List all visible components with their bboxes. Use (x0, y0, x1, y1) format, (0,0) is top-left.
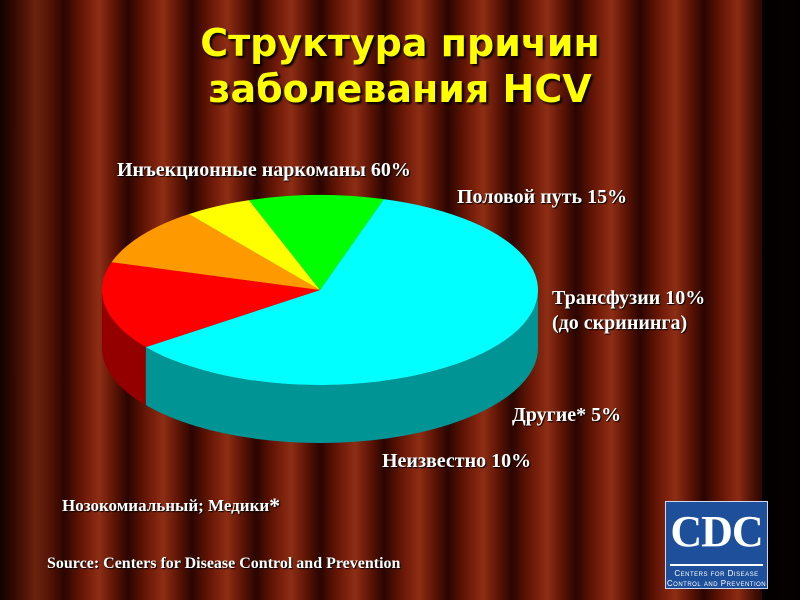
footnote-text: Нозокомиальный; Медики (62, 496, 270, 515)
footnote-star: * (269, 493, 281, 518)
pie-side-injection (145, 290, 538, 444)
slice-label-transfusion: Трансфузии 10% (552, 287, 706, 309)
source-note: Source: Centers for Disease Control and … (47, 555, 401, 572)
slice-label-transfusion-note: (до скрининга) (552, 312, 688, 334)
pie-side-sexual (102, 290, 146, 406)
pie-slice-other (188, 200, 320, 290)
pie-slice-transfusion (111, 214, 320, 290)
slice-label-unknown: Неизвестно 10% (382, 450, 532, 472)
pie-slice-unknown (249, 194, 384, 290)
title-line-1: Структура причин (200, 21, 600, 65)
cdc-logo-line1: Centers for Disease (674, 569, 759, 578)
title-line-2: заболевания HCV (208, 67, 592, 111)
cdc-logo-rule (670, 564, 763, 566)
cdc-logo-line2: Control and Prevention (666, 579, 767, 588)
footnote: Нозокомиальный; Медики* (62, 495, 280, 517)
pie-slice-injection (145, 199, 538, 385)
pie-slice-sexual (101, 262, 320, 348)
slice-label-other: Другие* 5% (512, 404, 622, 426)
cdc-logo: CDC Centers for Disease Control and Prev… (665, 501, 768, 589)
slice-label-sexual: Половой путь 15% (457, 186, 628, 208)
slice-label-injection: Инъекционные наркоманы 60% (117, 159, 411, 181)
slide-title: Структура причин заболевания HCV (0, 20, 800, 112)
cdc-logo-mark: CDC (670, 507, 763, 556)
